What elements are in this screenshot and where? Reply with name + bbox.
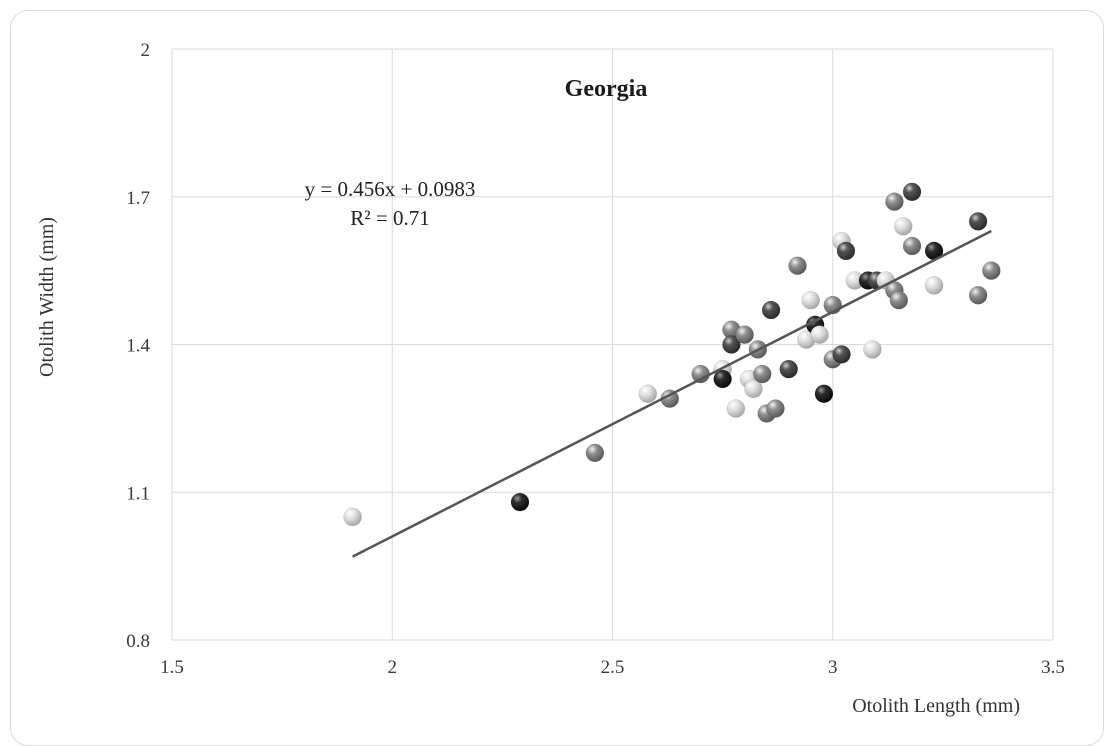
data-point	[863, 340, 882, 359]
y-tick-label: 1.7	[126, 188, 150, 209]
x-axis-ticks: 1.5 2 2.5 3 3.5	[160, 657, 1065, 678]
x-tick-label: 2	[388, 657, 398, 678]
r-squared-label: R² = 0.71	[350, 206, 429, 230]
data-point	[968, 286, 988, 305]
data-point	[761, 300, 781, 320]
x-tick-label: 3.5	[1041, 657, 1065, 678]
data-point	[713, 369, 732, 389]
chart-frame	[10, 10, 1104, 746]
data-point	[814, 384, 834, 403]
x-tick-label: 3	[828, 657, 838, 678]
data-point	[885, 192, 904, 211]
data-point	[836, 241, 856, 261]
data-point	[779, 359, 798, 379]
data-point	[638, 384, 657, 403]
chart-title: Georgia	[565, 76, 648, 102]
data-point	[343, 507, 362, 527]
y-tick-label: 1.4	[126, 336, 150, 357]
data-point	[810, 325, 829, 344]
x-tick-label: 2.5	[601, 657, 625, 678]
y-tick-label: 2	[141, 40, 151, 61]
data-point	[788, 256, 807, 275]
data-point	[510, 492, 530, 512]
data-point	[726, 399, 746, 418]
data-point	[924, 276, 944, 295]
x-axis-title: Otolith Length (mm)	[852, 695, 1020, 717]
data-point	[902, 236, 922, 256]
y-tick-label: 0.8	[126, 631, 150, 652]
data-point	[722, 335, 741, 354]
data-point	[968, 212, 988, 231]
data-points	[343, 182, 1001, 527]
data-point	[753, 364, 772, 384]
data-point	[735, 325, 754, 344]
y-axis-title: Otolith Width (mm)	[36, 217, 58, 377]
data-point	[585, 443, 605, 463]
data-point	[744, 379, 763, 399]
data-point	[902, 182, 922, 202]
trendline-equation: y = 0.456x + 0.0983	[305, 177, 476, 201]
x-tick-label: 1.5	[160, 657, 184, 678]
data-point	[893, 217, 913, 236]
data-point	[832, 345, 851, 364]
data-point	[801, 290, 820, 310]
y-axis-ticks: 0.8 1.1 1.4 1.7 2	[126, 40, 150, 652]
data-point	[982, 261, 1001, 280]
data-point	[766, 399, 785, 418]
trendline	[352, 229, 992, 558]
y-tick-label: 1.1	[126, 483, 150, 504]
gridlines	[171, 48, 1054, 641]
data-point	[889, 290, 909, 310]
